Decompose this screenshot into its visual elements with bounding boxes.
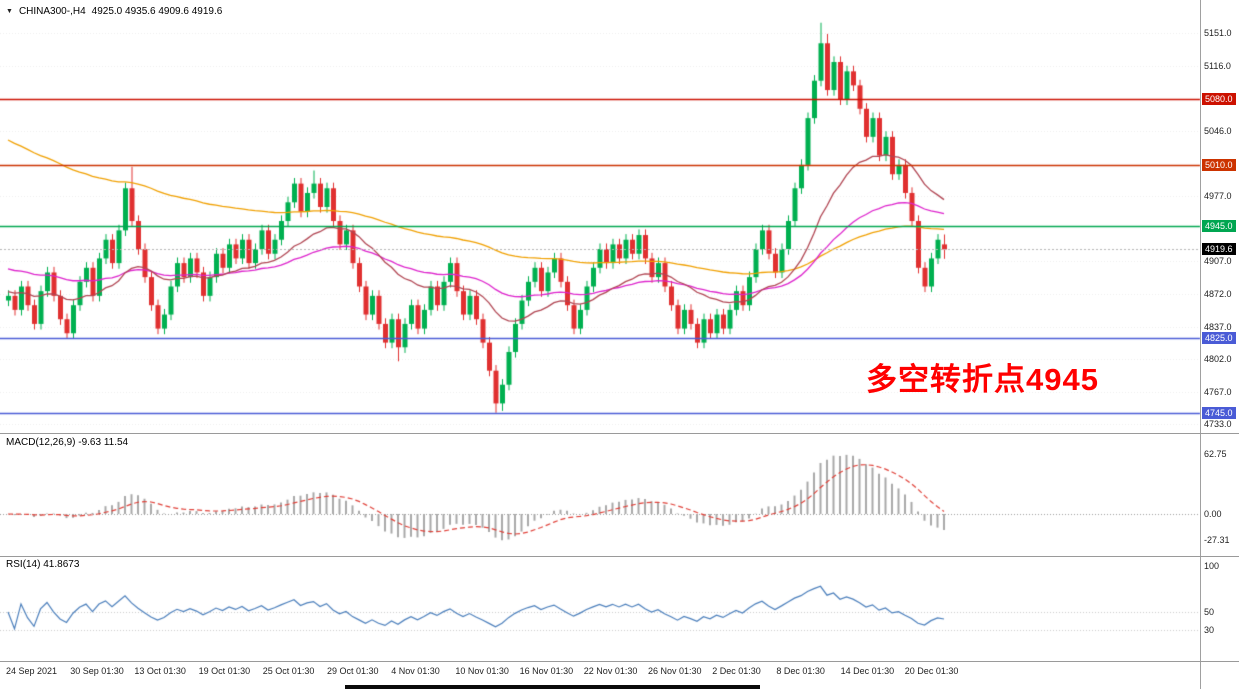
chevron-down-icon[interactable]: ▼ [6, 7, 13, 15]
time-axis-label: 16 Nov 01:30 [519, 666, 574, 676]
macd-axis-label: 62.75 [1204, 449, 1227, 460]
panel-separator-time-axis[interactable] [0, 661, 1239, 662]
time-axis-label: 10 Nov 01:30 [455, 666, 509, 676]
ohlc-values: 4925.0 4935.6 4909.6 4919.6 [91, 6, 223, 17]
time-axis-label: 2 Dec 01:30 [712, 666, 761, 676]
rsi-axis-label: 30 [1204, 625, 1215, 636]
rsi-axis-label: 100 [1204, 561, 1220, 571]
symbol-timeframe: CHINA300-,H4 [18, 6, 86, 17]
price-axis-label: 5046.0 [1204, 126, 1232, 137]
price-level-badge: 4945.0 [1202, 219, 1236, 232]
price-level-badge: 5080.0 [1202, 93, 1236, 106]
chart-title: ▼ CHINA300-,H4 4925.0 4935.6 4909.6 4919… [6, 6, 222, 17]
price-axis-label: 5116.0 [1204, 60, 1231, 71]
time-axis-label: 13 Oct 01:30 [134, 666, 186, 676]
time-axis-label: 29 Oct 01:30 [327, 666, 379, 676]
rsi-indicator-label: RSI(14) 41.8673 [6, 559, 80, 570]
price-level-badge: 4745.0 [1202, 406, 1236, 419]
time-axis-label: 26 Nov 01:30 [648, 666, 702, 676]
price-axis-label: 4907.0 [1204, 256, 1232, 267]
time-axis-label: 30 Sep 01:30 [70, 666, 124, 676]
time-axis-label: 8 Dec 01:30 [776, 666, 825, 676]
time-scale[interactable]: 24 Sep 2021 30 Sep 01:30 13 Oct 01:30 19 Oc… [0, 662, 1200, 689]
price-scale[interactable]: 5151.0 5116.0 5046.0 4977.0 4907.0 4872.0 4837… [1201, 0, 1239, 689]
price-level-badge: 4825.0 [1202, 331, 1236, 344]
rsi-axis-label: 50 [1204, 607, 1215, 617]
annotation-text: 多空转折点4945 [866, 362, 1099, 397]
price-axis-label: 4733.0 [1204, 419, 1232, 429]
price-axis-label: 5151.0 [1204, 28, 1232, 38]
price-axis-label: 4872.0 [1204, 288, 1232, 299]
macd-axis-label: 0.00 [1204, 509, 1222, 519]
price-axis-label: 4802.0 [1204, 354, 1232, 365]
price-axis-label: 4767.0 [1204, 387, 1232, 398]
price-level-badge: 5010.0 [1202, 158, 1236, 171]
time-axis-label: 20 Dec 01:30 [904, 666, 959, 676]
time-axis-label: 14 Dec 01:30 [840, 666, 895, 676]
time-axis-label: 25 Oct 01:30 [262, 666, 315, 676]
current-price-badge: 4919.6 [1202, 243, 1236, 256]
time-axis-label: 22 Nov 01:30 [583, 666, 638, 676]
panel-separator-macd-rsi[interactable] [0, 556, 1239, 557]
price-axis-label: 4837.0 [1204, 321, 1232, 332]
price-axis-label: 4977.0 [1204, 190, 1232, 201]
bottom-bar [345, 685, 760, 689]
price-scale-border [1200, 0, 1201, 689]
panel-separator-main-macd[interactable] [0, 433, 1239, 434]
time-axis-label: 19 Oct 01:30 [198, 666, 251, 676]
macd-indicator-label: MACD(12,26,9) -9.63 11.54 [6, 437, 129, 448]
macd-axis-label: -27.31 [1204, 534, 1230, 545]
time-axis-label: 24 Sep 2021 [6, 666, 58, 676]
time-axis-label: 4 Nov 01:30 [391, 666, 440, 676]
